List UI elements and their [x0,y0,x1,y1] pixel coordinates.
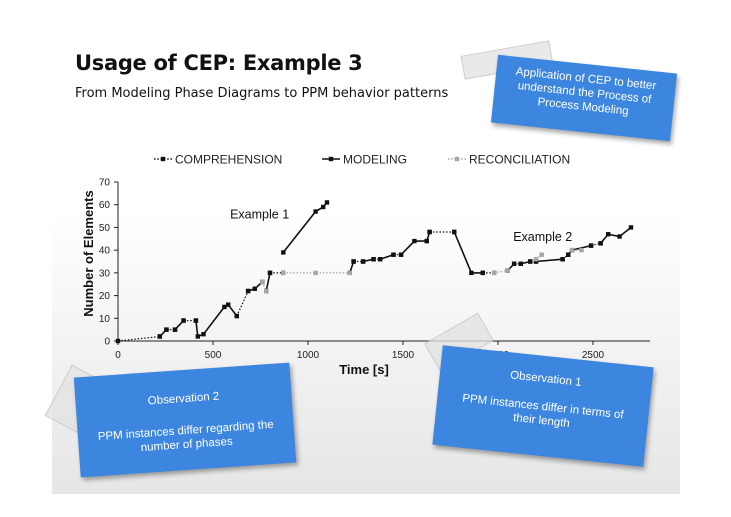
reconciliation-point [281,270,286,276]
modeling-point [371,257,376,262]
modeling-point [226,302,231,307]
modeling-point [628,225,634,230]
x-tick-label: 1000 [297,350,320,361]
modeling-point [533,259,539,264]
modeling-point [181,318,186,323]
reconciliation-point [347,270,352,276]
x-axis-label: Time [s] [339,362,389,377]
modeling-point [398,252,404,257]
modeling-point [511,261,517,266]
slide-title: Usage of CEP: Example 3 [75,51,363,75]
modeling-point [412,238,417,244]
modeling-line [453,231,483,274]
modeling-point [424,238,429,244]
comprehension-line [117,335,160,342]
legend-label-modeling: MODELING [343,153,407,167]
modeling-line [282,201,328,253]
modeling-point [267,270,273,276]
annotation-label: Example 2 [513,230,572,244]
modeling-point [480,270,485,276]
modeling-point [321,204,326,210]
modeling-point [528,259,533,264]
reconciliation-point [492,270,497,276]
reconciliation-point [260,279,265,285]
modeling-point [378,257,383,262]
y-tick-label: 50 [99,223,111,234]
modeling-point [245,288,251,294]
legend-label-comprehension: COMPREHENSION [175,153,282,167]
modeling-point [324,200,330,205]
modeling-point [469,270,474,276]
modeling-point [452,229,457,235]
modeling-point [391,252,396,257]
modeling-point [281,250,286,255]
series-reconciliation [260,247,584,294]
reconciliation-line [494,270,508,274]
comprehension-point [115,338,121,344]
reconciliation-point [505,268,510,273]
y-tick-label: 40 [99,246,111,257]
slide-subtitle: From Modeling Phase Diagrams to PPM beha… [75,86,449,101]
modeling-point [252,286,257,291]
y-tick-label: 70 [99,178,111,189]
modeling-point [313,209,318,214]
modeling-line [195,303,238,338]
reconciliation-point [569,247,575,253]
modeling-line [265,272,271,292]
reconciliation-point [313,270,318,276]
y-tick-label: 10 [99,314,111,325]
reconciliation-point [533,257,539,262]
modeling-point [222,304,227,310]
reconciliation-point [579,247,584,253]
legend-label-reconciliation: RECONCILIATION [469,153,570,167]
modeling-point [560,257,565,262]
series-modeling [157,200,634,339]
reconciliation-point [264,288,269,294]
modeling-line [599,226,632,244]
modeling-point [617,234,622,239]
legend-marker-modeling [328,156,334,162]
y-tick-label: 60 [99,200,111,211]
comprehension-line [236,290,249,317]
legend-marker-reconciliation [454,156,460,162]
y-axis-label: Number of Elements [81,190,96,316]
modeling-point [195,334,200,339]
x-tick-label: 500 [205,350,222,361]
y-tick-label: 20 [99,291,111,302]
x-tick-label: 2500 [582,350,605,361]
legend-marker-comprehension [160,156,166,162]
modeling-point [172,327,178,332]
x-tick-label: 1500 [392,350,415,361]
y-tick-label: 30 [99,268,111,279]
modeling-point [606,232,611,237]
modeling-point [518,261,523,266]
modeling-point [157,334,162,339]
modeling-point [201,331,206,337]
annotation-label: Example 1 [230,207,289,221]
modeling-line [379,253,394,260]
modeling-line [535,258,563,263]
modeling-point [566,252,571,257]
y-tick-label: 0 [104,337,110,348]
series-comprehension [115,229,603,344]
modeling-point [360,259,366,264]
reconciliation-point [539,252,544,257]
modeling-point [351,259,356,264]
modeling-point [427,229,432,235]
modeling-point [164,327,169,332]
note-observation-2: Observation 2 PPM instances differ regar… [73,362,297,478]
modeling-point [234,313,239,319]
x-tick-label: 0 [115,350,121,361]
modeling-point [588,243,594,248]
note-title: Observation 2 [147,390,220,408]
modeling-point [598,241,603,246]
modeling-point [193,318,199,323]
